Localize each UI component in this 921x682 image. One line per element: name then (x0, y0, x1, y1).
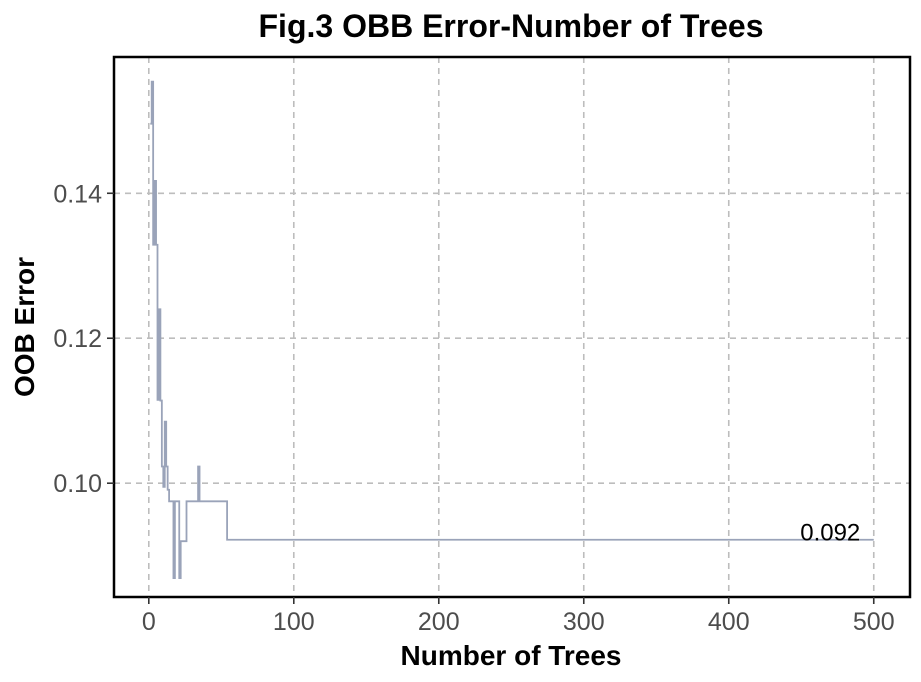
gridlines (114, 57, 910, 597)
x-tick-label-400: 400 (708, 608, 750, 636)
x-axis-ticks: 0 100 200 300 400 500 (142, 597, 895, 636)
chart-title: Fig.3 OBB Error-Number of Trees (259, 8, 764, 44)
x-tick-label-100: 100 (273, 608, 315, 636)
final-value-annotation: 0.092 (800, 520, 860, 547)
y-axis-ticks: 0.10 0.12 0.14 (53, 180, 114, 498)
oob-error-series-line (150, 80, 874, 580)
x-tick-label-500: 500 (853, 608, 895, 636)
y-tick-label-0.14: 0.14 (53, 180, 102, 208)
annotation-layer: 0.092 (800, 520, 860, 547)
plot-panel-border (112, 55, 912, 599)
y-tick-label-0.12: 0.12 (53, 325, 102, 353)
series-layer (150, 80, 874, 580)
y-axis-title: OOB Error (9, 257, 40, 397)
y-tick-label-0.10: 0.10 (53, 470, 102, 498)
x-tick-label-200: 200 (418, 608, 460, 636)
x-tick-label-300: 300 (563, 608, 605, 636)
x-tick-label-0: 0 (142, 608, 156, 636)
x-axis-title: Number of Trees (401, 640, 622, 671)
